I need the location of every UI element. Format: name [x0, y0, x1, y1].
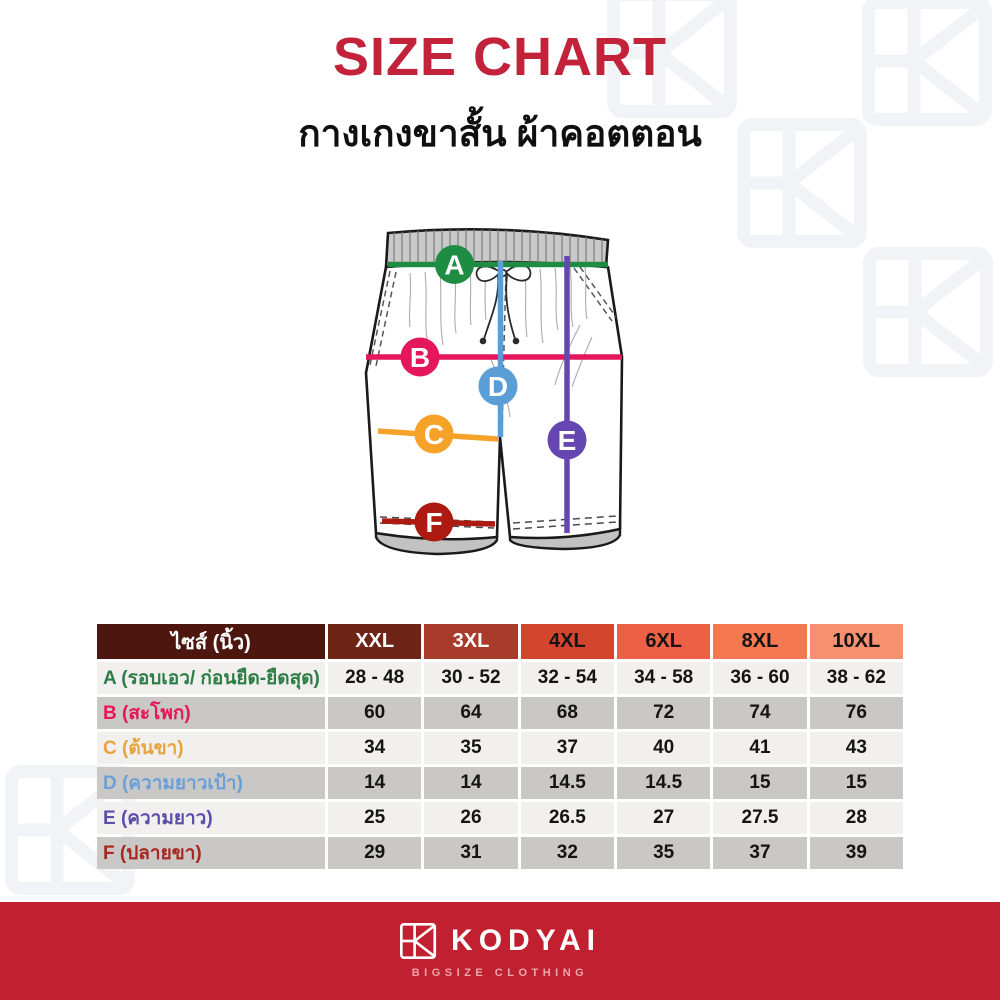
- shorts-measurement-diagram: A B C D E F: [364, 228, 624, 556]
- size-value-cell: 28 - 48: [328, 661, 422, 694]
- page-title: SIZE CHART: [333, 27, 667, 87]
- size-value-cell: 36 - 60: [713, 661, 807, 694]
- measure-row-label: C (ต้นขา): [97, 731, 325, 764]
- size-column-header: 10XL: [809, 624, 903, 659]
- size-value-cell: 27.5: [713, 801, 807, 834]
- size-value-cell: 34 - 58: [617, 661, 711, 694]
- size-value-cell: 72: [617, 696, 711, 729]
- page-subtitle: กางเกงขาสั้น ผ้าคอตตอน: [298, 113, 702, 154]
- size-value-cell: 35: [424, 731, 518, 764]
- size-value-cell: 15: [809, 766, 903, 799]
- table-corner-header: ไซส์ (นิ้ว): [97, 624, 325, 659]
- measure-row-label: B (สะโพก): [97, 696, 325, 729]
- size-value-cell: 37: [713, 836, 807, 869]
- footer-brand-band: KODYAI BIGSIZE CLOTHING: [0, 902, 1000, 1000]
- marker-letter-B: B: [410, 342, 430, 373]
- measure-row-label: F (ปลายขา): [97, 836, 325, 869]
- size-value-cell: 39: [809, 836, 903, 869]
- size-value-cell: 27: [617, 801, 711, 834]
- brand-tagline: BIGSIZE CLOTHING: [411, 967, 589, 979]
- size-value-cell: 14.5: [617, 766, 711, 799]
- marker-letter-F: F: [425, 507, 442, 538]
- size-column-header: 6XL: [617, 624, 711, 659]
- size-value-cell: 14: [328, 766, 422, 799]
- brand-watermark-tile: [737, 118, 867, 248]
- size-value-cell: 14: [424, 766, 518, 799]
- marker-circle-B: [400, 337, 440, 377]
- size-value-cell: 15: [713, 766, 807, 799]
- marker-letter-C: C: [424, 419, 444, 450]
- size-value-cell: 41: [713, 731, 807, 764]
- size-value-cell: 30 - 52: [424, 661, 518, 694]
- size-value-cell: 14.5: [520, 766, 614, 799]
- marker-circle-F: [414, 502, 454, 542]
- marker-letter-A: A: [444, 250, 464, 281]
- marker-circle-E: [547, 420, 587, 460]
- size-value-cell: 64: [424, 696, 518, 729]
- size-value-cell: 76: [809, 696, 903, 729]
- brand-logo: KODYAI BIGSIZE CLOTHING: [399, 922, 601, 979]
- size-column-header: XXL: [328, 624, 422, 659]
- size-value-cell: 43: [809, 731, 903, 764]
- marker-circle-A: [435, 245, 474, 284]
- size-value-cell: 38 - 62: [809, 661, 903, 694]
- measurement-markers: A B C D E F: [400, 245, 587, 542]
- size-table: ไซส์ (นิ้ว) XXL 3XL 4XL 6XL 8XL 10XL A (รอบเอว/…: [97, 624, 903, 869]
- size-value-cell: 26.5: [520, 801, 614, 834]
- size-value-cell: 37: [520, 731, 614, 764]
- marker-letter-E: E: [558, 425, 577, 456]
- measure-row-label: E (ความยาว): [97, 801, 325, 834]
- size-value-cell: 25: [328, 801, 422, 834]
- measure-row-label: D (ความยาวเป้า): [97, 766, 325, 799]
- waistband: [384, 228, 610, 269]
- brand-watermark-tile: [863, 247, 993, 377]
- marker-circle-D: [478, 366, 518, 406]
- size-value-cell: 40: [617, 731, 711, 764]
- size-value-cell: 31: [424, 836, 518, 869]
- size-value-cell: 29: [328, 836, 422, 869]
- size-value-cell: 26: [424, 801, 518, 834]
- brand-watermark-tile: [862, 0, 992, 126]
- brand-watermark-tile: [607, 0, 737, 118]
- size-value-cell: 74: [713, 696, 807, 729]
- size-column-header: 3XL: [424, 624, 518, 659]
- size-value-cell: 32: [520, 836, 614, 869]
- size-value-cell: 32 - 54: [520, 661, 614, 694]
- size-value-cell: 28: [809, 801, 903, 834]
- marker-letter-D: D: [488, 371, 508, 402]
- kodyai-logo-icon: [399, 922, 437, 960]
- size-value-cell: 35: [617, 836, 711, 869]
- size-value-cell: 68: [520, 696, 614, 729]
- size-column-header: 4XL: [520, 624, 614, 659]
- size-value-cell: 60: [328, 696, 422, 729]
- brand-name: KODYAI: [451, 924, 601, 957]
- measure-row-label: A (รอบเอว/ ก่อนยืด-ยืดสุด): [97, 661, 325, 694]
- marker-circle-C: [414, 414, 454, 454]
- size-value-cell: 34: [328, 731, 422, 764]
- size-column-header: 8XL: [713, 624, 807, 659]
